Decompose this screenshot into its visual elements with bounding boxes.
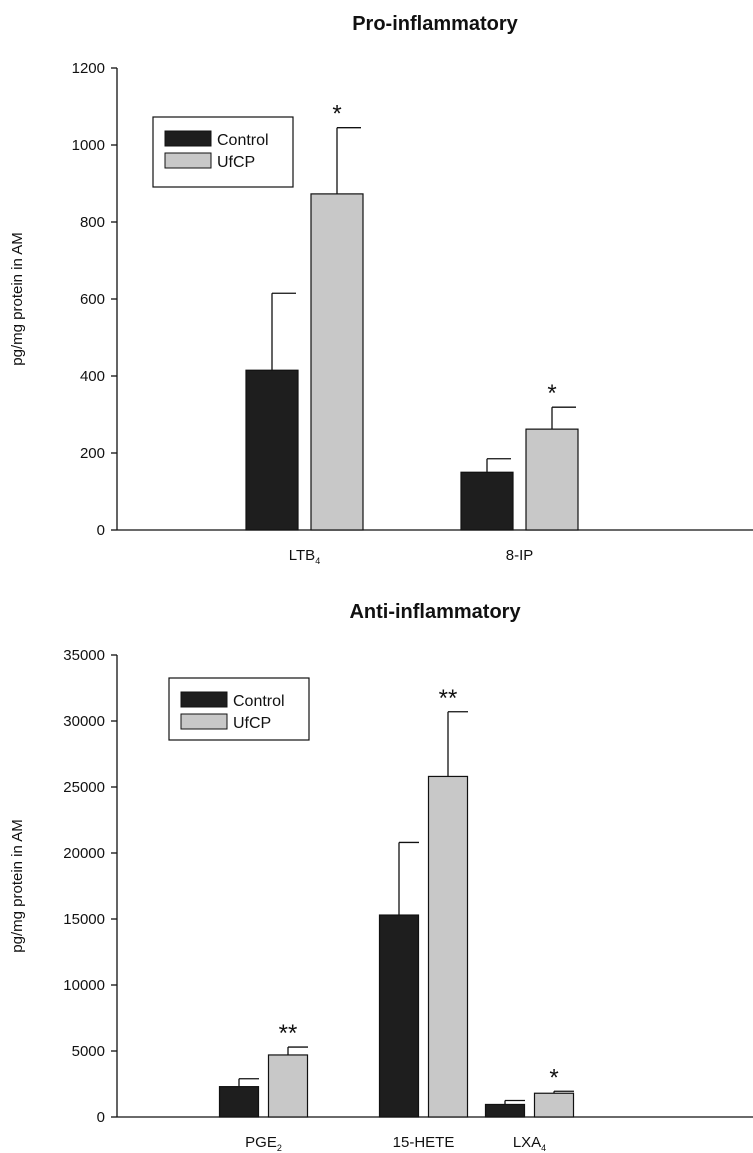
x-category-base: LXA xyxy=(513,1134,541,1151)
chart-1: Anti-inflammatory 0 5000 10000 15000 20000 250… xyxy=(9,601,753,1153)
legend-label-control: Control xyxy=(233,693,285,710)
legend-box xyxy=(168,677,310,741)
bar-control xyxy=(245,369,299,531)
y-tick-label: 400 xyxy=(80,368,105,385)
legend-swatch-control xyxy=(180,691,228,708)
bar-ufcp xyxy=(533,1092,575,1118)
bar-control xyxy=(378,914,420,1118)
chart-0: Pro-inflammatory 0 200 400 600 800 1000 1200 pg/… xyxy=(9,13,753,566)
y-tick-label: 0 xyxy=(97,522,105,539)
y-tick-label: 15000 xyxy=(63,911,105,928)
x-category-subscript: 4 xyxy=(315,556,320,566)
y-tick-label: 10000 xyxy=(63,977,105,994)
y-tick-label: 200 xyxy=(80,445,105,462)
significance-marker: ** xyxy=(279,1020,298,1047)
bar-ufcp xyxy=(525,428,579,531)
y-tick-label: 600 xyxy=(80,291,105,308)
x-category-subscript: 4 xyxy=(541,1143,546,1153)
legend-swatch-ufcp xyxy=(180,713,228,730)
y-tick-label: 30000 xyxy=(63,713,105,730)
y-tick-label: 25000 xyxy=(63,779,105,796)
legend-label-control: Control xyxy=(217,132,269,149)
legend-swatch-control xyxy=(164,130,212,147)
chart-title: Pro-inflammatory xyxy=(352,13,518,35)
legend-label-ufcp: UfCP xyxy=(217,154,255,171)
x-category-base: 15-HETE xyxy=(393,1134,455,1151)
y-tick-label: 800 xyxy=(80,214,105,231)
bar-ufcp xyxy=(267,1054,309,1118)
legend-swatch-ufcp xyxy=(164,152,212,169)
significance-marker: * xyxy=(547,380,556,407)
y-tick-label: 1200 xyxy=(72,60,105,77)
bar-ufcp xyxy=(427,775,469,1118)
significance-marker: * xyxy=(549,1064,558,1091)
bar-control xyxy=(460,471,514,531)
x-category-label: 15-HETE xyxy=(393,1134,455,1151)
y-axis-label: pg/mg protein in AM xyxy=(9,232,26,365)
bar-control xyxy=(218,1086,260,1118)
y-tick-label: 5000 xyxy=(72,1043,105,1060)
x-category-label: PGE2 xyxy=(245,1134,282,1153)
x-category-label: LXA4 xyxy=(513,1134,546,1153)
x-category-label: LTB4 xyxy=(289,547,320,566)
x-category-base: 8-IP xyxy=(506,547,534,564)
x-category-base: LTB xyxy=(289,547,315,564)
y-tick-label: 20000 xyxy=(63,845,105,862)
x-category-base: PGE xyxy=(245,1134,277,1151)
y-tick-label: 0 xyxy=(97,1109,105,1126)
y-tick-label: 1000 xyxy=(72,137,105,154)
x-category-subscript: 2 xyxy=(277,1143,282,1153)
chart-title: Anti-inflammatory xyxy=(349,601,521,623)
significance-marker: ** xyxy=(439,685,458,712)
y-axis-label: pg/mg protein in AM xyxy=(9,819,26,952)
legend-box xyxy=(152,116,294,188)
y-tick-label: 35000 xyxy=(63,647,105,664)
bar-ufcp xyxy=(310,193,364,531)
significance-marker: * xyxy=(332,101,341,128)
legend-label-ufcp: UfCP xyxy=(233,715,271,732)
bar-control xyxy=(484,1103,526,1118)
x-category-label: 8-IP xyxy=(506,547,534,564)
